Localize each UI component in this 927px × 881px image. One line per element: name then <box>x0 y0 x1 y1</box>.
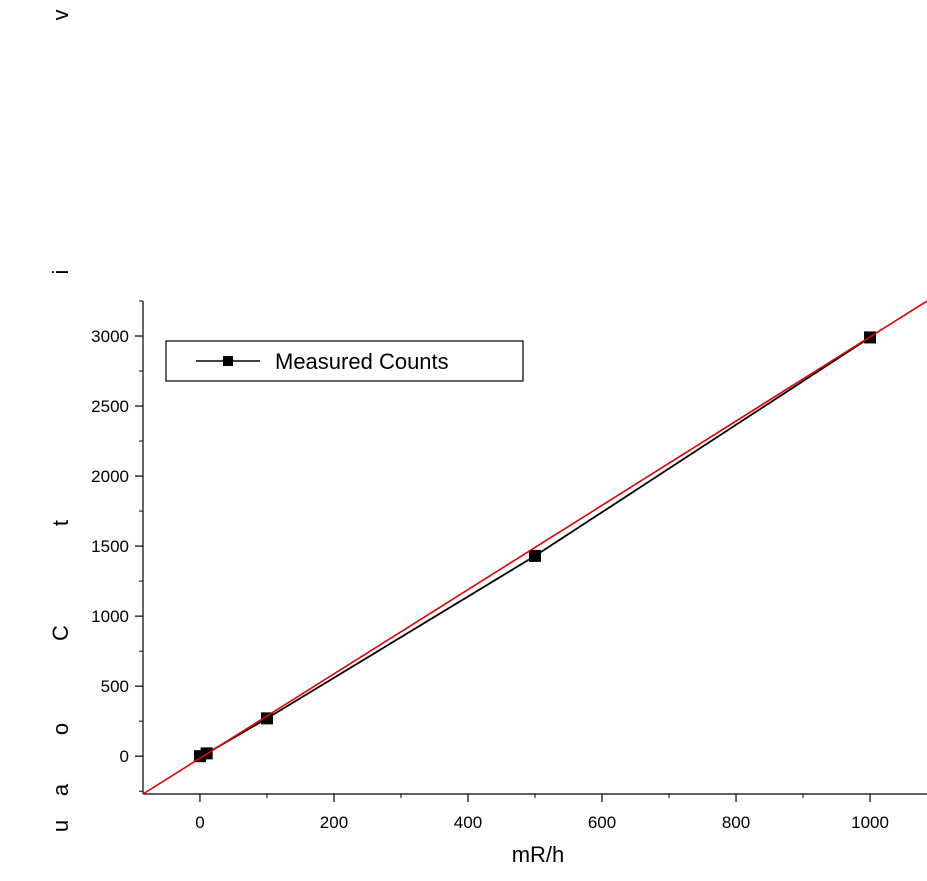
y-axis-label-letter: v <box>48 10 73 21</box>
legend-label: Measured Counts <box>275 349 449 374</box>
legend: Measured Counts <box>165 340 524 382</box>
y-axis-label-letter: C <box>48 625 73 641</box>
x-tick-label: 400 <box>454 813 482 832</box>
y-axis-label: u a o Ct i v <box>48 10 73 833</box>
y-tick-label: 3000 <box>91 327 129 346</box>
x-axis-title: mR/h <box>512 842 565 867</box>
fit-line-group <box>142 300 927 795</box>
y-tick-label: 500 <box>101 677 129 696</box>
y-axis-label-letter: a <box>48 783 73 796</box>
y-axis-label-letter: i <box>48 270 73 275</box>
y-tick-label: 0 <box>120 747 129 766</box>
x-tick-label: 1000 <box>851 813 889 832</box>
y-tick-label: 1000 <box>91 607 129 626</box>
fit-line <box>142 300 927 795</box>
y-axis-label-letter: u <box>48 820 73 832</box>
x-tick-label: 800 <box>722 813 750 832</box>
y-tick-label: 2500 <box>91 397 129 416</box>
y-tick-label: 1500 <box>91 537 129 556</box>
x-tick-label: 0 <box>195 813 204 832</box>
x-tick-label: 600 <box>588 813 616 832</box>
data-point <box>260 712 273 725</box>
y-tick-label: 2000 <box>91 467 129 486</box>
y-axis-label-letter: t <box>48 520 73 526</box>
y-axis-label-letter: o <box>48 723 73 735</box>
data-point <box>529 549 541 562</box>
x-axis-ticks: 0 200 400 600 800 1000 <box>195 794 889 832</box>
legend-marker-sample <box>223 356 233 366</box>
x-tick-label: 200 <box>320 813 348 832</box>
y-axis-ticks: 0 500 1000 1500 2000 2500 3000 <box>91 300 143 792</box>
